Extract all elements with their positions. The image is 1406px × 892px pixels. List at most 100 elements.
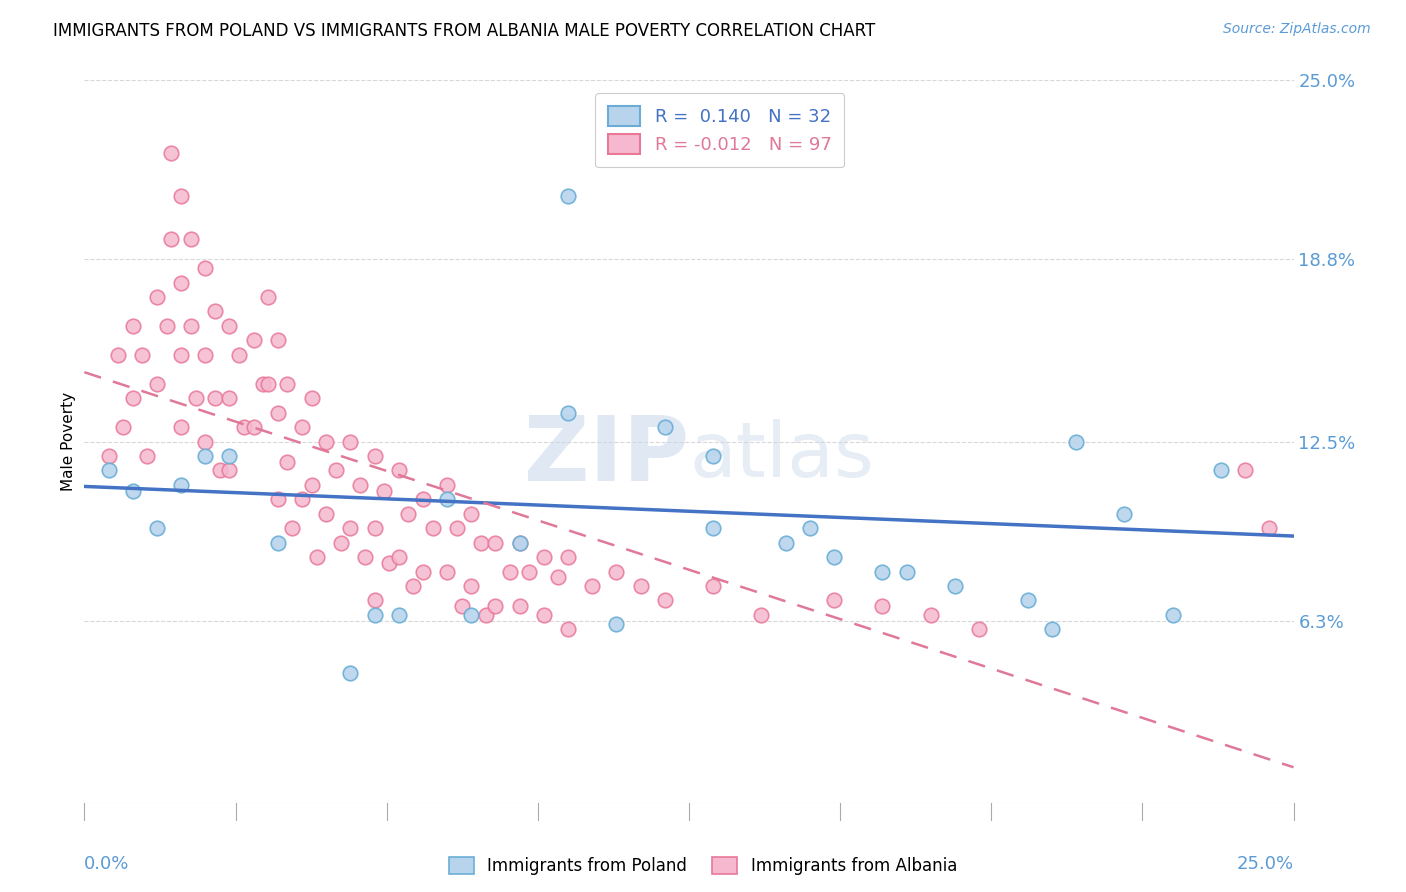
- Point: [281, 521, 304, 535]
- Point: [702, 449, 724, 463]
- Point: [872, 565, 894, 579]
- Point: [354, 550, 377, 565]
- Point: [170, 420, 193, 434]
- Text: 25.0%: 25.0%: [1236, 855, 1294, 872]
- Point: [702, 579, 724, 593]
- Point: [170, 348, 193, 362]
- Point: [305, 550, 328, 565]
- Point: [267, 334, 290, 348]
- Point: [557, 189, 579, 203]
- Point: [184, 391, 207, 405]
- Point: [475, 607, 498, 622]
- Point: [557, 623, 579, 637]
- Point: [170, 478, 193, 492]
- Point: [155, 318, 177, 333]
- Point: [233, 420, 256, 434]
- Point: [194, 449, 217, 463]
- Legend: R =  0.140   N = 32, R = -0.012   N = 97: R = 0.140 N = 32, R = -0.012 N = 97: [595, 93, 844, 167]
- Point: [1064, 434, 1087, 449]
- Point: [943, 579, 966, 593]
- Point: [218, 449, 240, 463]
- Point: [228, 348, 250, 362]
- Point: [204, 391, 226, 405]
- Point: [557, 406, 579, 420]
- Point: [896, 565, 918, 579]
- Point: [509, 535, 531, 549]
- Point: [557, 550, 579, 565]
- Point: [363, 449, 385, 463]
- Point: [920, 607, 942, 622]
- Point: [170, 276, 193, 290]
- Text: atlas: atlas: [689, 419, 873, 493]
- Point: [799, 521, 821, 535]
- Point: [484, 599, 506, 614]
- Point: [315, 507, 337, 521]
- Point: [402, 579, 425, 593]
- Point: [1234, 463, 1257, 477]
- Point: [1114, 507, 1136, 521]
- Point: [146, 290, 169, 304]
- Text: 0.0%: 0.0%: [84, 855, 129, 872]
- Point: [412, 565, 434, 579]
- Point: [509, 599, 531, 614]
- Text: Source: ZipAtlas.com: Source: ZipAtlas.com: [1223, 22, 1371, 37]
- Point: [823, 550, 845, 565]
- Point: [301, 391, 323, 405]
- Point: [396, 507, 419, 521]
- Point: [470, 535, 492, 549]
- Point: [339, 521, 361, 535]
- Point: [1258, 521, 1281, 535]
- Legend: Immigrants from Poland, Immigrants from Albania: Immigrants from Poland, Immigrants from …: [440, 849, 966, 884]
- Point: [267, 535, 290, 549]
- Point: [267, 406, 290, 420]
- Point: [170, 189, 193, 203]
- Point: [412, 492, 434, 507]
- Point: [388, 550, 411, 565]
- Point: [775, 535, 797, 549]
- Point: [194, 348, 217, 362]
- Point: [204, 304, 226, 318]
- Point: [107, 348, 129, 362]
- Point: [276, 455, 298, 469]
- Point: [605, 565, 627, 579]
- Point: [97, 463, 120, 477]
- Point: [291, 492, 314, 507]
- Point: [373, 483, 395, 498]
- Point: [242, 334, 264, 348]
- Point: [218, 463, 240, 477]
- Point: [436, 565, 458, 579]
- Point: [967, 623, 990, 637]
- Point: [121, 391, 143, 405]
- Point: [533, 607, 555, 622]
- Point: [363, 521, 385, 535]
- Point: [121, 318, 143, 333]
- Point: [702, 521, 724, 535]
- Point: [436, 478, 458, 492]
- Point: [329, 535, 352, 549]
- Point: [630, 579, 652, 593]
- Point: [276, 376, 298, 391]
- Point: [315, 434, 337, 449]
- Point: [422, 521, 444, 535]
- Point: [146, 521, 169, 535]
- Point: [605, 15, 627, 29]
- Point: [136, 449, 159, 463]
- Point: [194, 434, 217, 449]
- Point: [257, 376, 280, 391]
- Point: [654, 420, 676, 434]
- Point: [97, 449, 120, 463]
- Point: [194, 261, 217, 276]
- Point: [121, 483, 143, 498]
- Point: [654, 593, 676, 607]
- Point: [291, 420, 314, 434]
- Point: [180, 318, 202, 333]
- Point: [436, 492, 458, 507]
- Point: [218, 391, 240, 405]
- Point: [339, 434, 361, 449]
- Point: [363, 607, 385, 622]
- Point: [160, 232, 183, 246]
- Point: [446, 521, 468, 535]
- Point: [460, 607, 482, 622]
- Point: [301, 478, 323, 492]
- Point: [581, 579, 603, 593]
